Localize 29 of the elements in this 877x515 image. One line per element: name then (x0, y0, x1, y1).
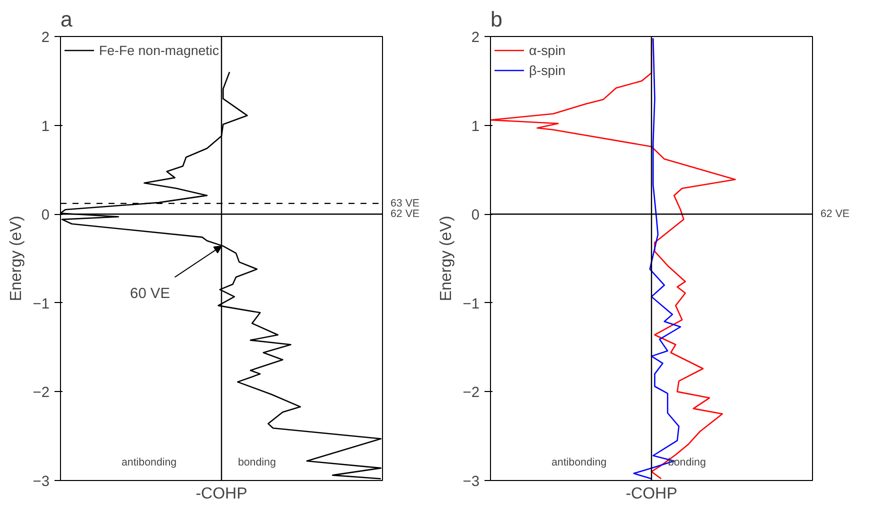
ref-line-label: 62 VE (390, 208, 420, 220)
ref-line-label: 63 VE (390, 197, 420, 210)
annotation: antibonding (551, 456, 607, 468)
annotation: bonding (238, 456, 276, 468)
y-tick-label: −2 (462, 385, 480, 402)
y-tick-label: −1 (32, 296, 50, 312)
y-tick-label: −3 (32, 474, 50, 490)
chart-title: b (490, 8, 502, 32)
y-tick-label: −3 (462, 474, 480, 490)
x-axis-title: -COHP (196, 486, 248, 502)
x-axis-title: -COHP (626, 486, 678, 502)
legend-label: α-spin (529, 42, 566, 58)
y-tick-label: −2 (32, 385, 50, 402)
annotation: bonding (668, 456, 706, 468)
legend-label: β-spin (529, 62, 566, 78)
chart-title: a (60, 8, 72, 32)
y-tick-label: −1 (462, 296, 480, 312)
y-tick-label: 1 (471, 118, 480, 135)
annotation: antibonding (121, 456, 177, 468)
y-tick-label: 2 (41, 30, 50, 46)
ref-line-label: 62 VE (820, 208, 850, 220)
y-tick-label: 0 (41, 208, 50, 224)
y-axis-title: Energy (eV) (438, 216, 455, 302)
y-axis-title: Energy (eV) (8, 216, 25, 302)
y-tick-label: 1 (41, 118, 50, 135)
y-tick-label: 0 (471, 208, 480, 224)
y-tick-label: 2 (471, 30, 480, 46)
annotation: 60 VE (130, 286, 170, 302)
legend-label: Fe-Fe non-magnetic (99, 42, 220, 58)
